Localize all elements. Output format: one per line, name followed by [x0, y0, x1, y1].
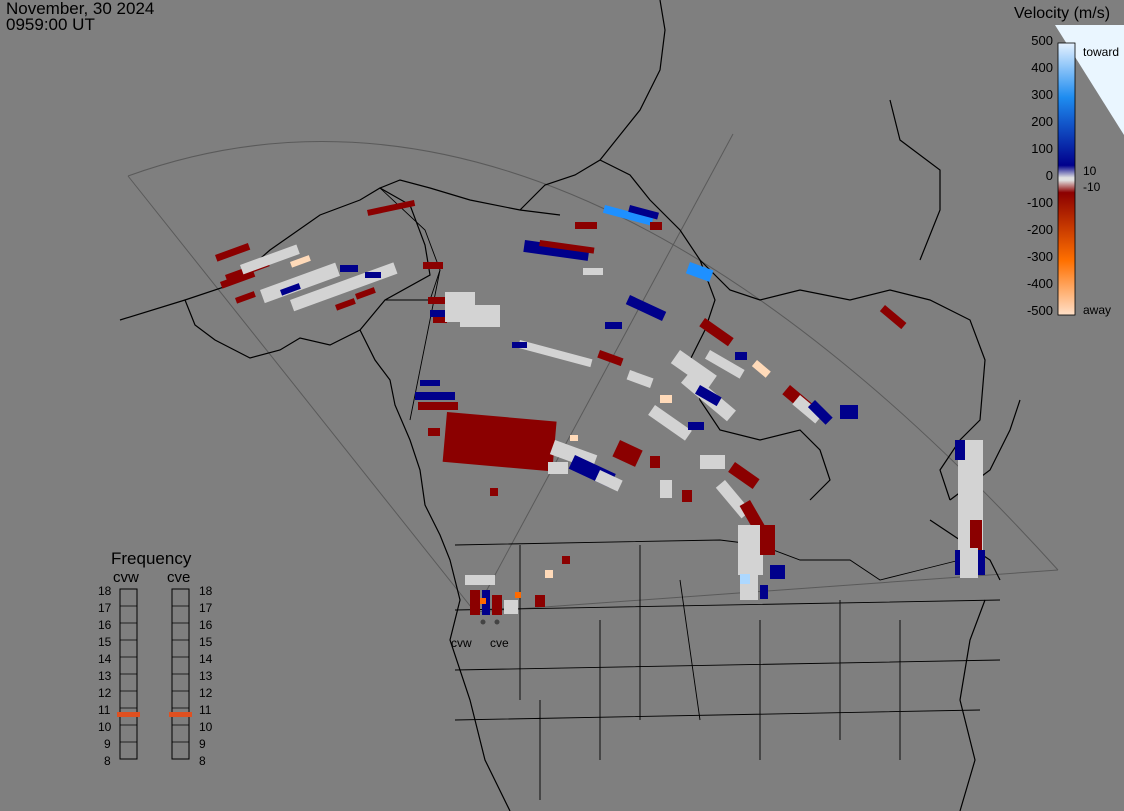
- radar-site-cluster: [465, 556, 570, 625]
- frequency-tick: 17: [199, 601, 213, 615]
- colorbar-inner-tick-neg: -10: [1083, 180, 1101, 194]
- frequency-tick: 8: [199, 754, 206, 768]
- frequency-tick: 11: [199, 703, 212, 717]
- frequency-title: Frequency: [111, 549, 192, 568]
- prairie-cluster: [415, 380, 692, 502]
- greatlakes-cluster: [700, 455, 785, 600]
- alaska-cluster: [215, 200, 416, 312]
- frequency-tick: 17: [98, 601, 112, 615]
- colorbar-inner-tick-pos: 10: [1083, 164, 1097, 178]
- frequency-tick: 10: [98, 720, 112, 734]
- frequency-tick: 14: [98, 652, 112, 666]
- frequency-marker-cvw: [117, 712, 140, 717]
- colorbar-tick: 300: [1031, 87, 1053, 102]
- colorbar-tick: 500: [1031, 33, 1053, 48]
- frequency-tick: 18: [199, 584, 213, 598]
- frequency-tick: 10: [199, 720, 213, 734]
- radar-label-cve: cve: [490, 636, 509, 650]
- eastcoast-cluster: [955, 440, 985, 578]
- colorbar-tick: 200: [1031, 114, 1053, 129]
- hudson-cluster: [626, 304, 907, 441]
- velocity-cells: [215, 200, 985, 625]
- time-label: 0959:00 UT: [6, 15, 95, 34]
- colorbar-tick: -200: [1026, 222, 1053, 237]
- colorbar-title: Velocity (m/s): [1014, 5, 1111, 22]
- arctic-cluster: [523, 204, 714, 321]
- frequency-tick: 9: [199, 737, 206, 751]
- frequency-tick: 16: [199, 618, 213, 632]
- colorbar-toward-label: toward: [1083, 45, 1120, 59]
- frequency-tick: 13: [199, 669, 213, 683]
- frequency-tick: 13: [98, 669, 112, 683]
- frequency-tick: 15: [98, 635, 112, 649]
- frequency-tick: 12: [98, 686, 112, 700]
- radar-label-cvw: cvw: [451, 636, 472, 650]
- date-label: November, 30 2024: [6, 0, 155, 18]
- colorbar-away-label: away: [1083, 303, 1112, 317]
- frequency-tick: 11: [98, 703, 111, 717]
- frequency-tick: 9: [104, 737, 111, 751]
- frequency-tick: 8: [104, 754, 111, 768]
- velocity-colorbar: [1057, 42, 1076, 316]
- frequency-radar-label-cve: cve: [167, 569, 191, 586]
- colorbar-tick: -500: [1026, 303, 1053, 318]
- frequency-radar-label-cvw: cvw: [113, 569, 139, 586]
- colorbar-tick: 100: [1031, 141, 1053, 156]
- colorbar-tick: 400: [1031, 60, 1053, 75]
- frequency-tick: 18: [98, 584, 112, 598]
- borders: [379, 187, 1001, 800]
- frequency-tick: 14: [199, 652, 213, 666]
- colorbar-tick: -400: [1026, 276, 1053, 291]
- frequency-tick: 12: [199, 686, 213, 700]
- frequency-marker-cve: [169, 712, 192, 717]
- yukon-cluster: [423, 262, 624, 368]
- colorbar-tick: -300: [1026, 249, 1053, 264]
- frequency-tick: 15: [199, 635, 213, 649]
- field-of-view-outline: [127, 133, 1059, 613]
- frequency-tick: 16: [98, 618, 112, 632]
- colorbar-tick: -100: [1026, 195, 1053, 210]
- colorbar-tick: 0: [1045, 168, 1053, 183]
